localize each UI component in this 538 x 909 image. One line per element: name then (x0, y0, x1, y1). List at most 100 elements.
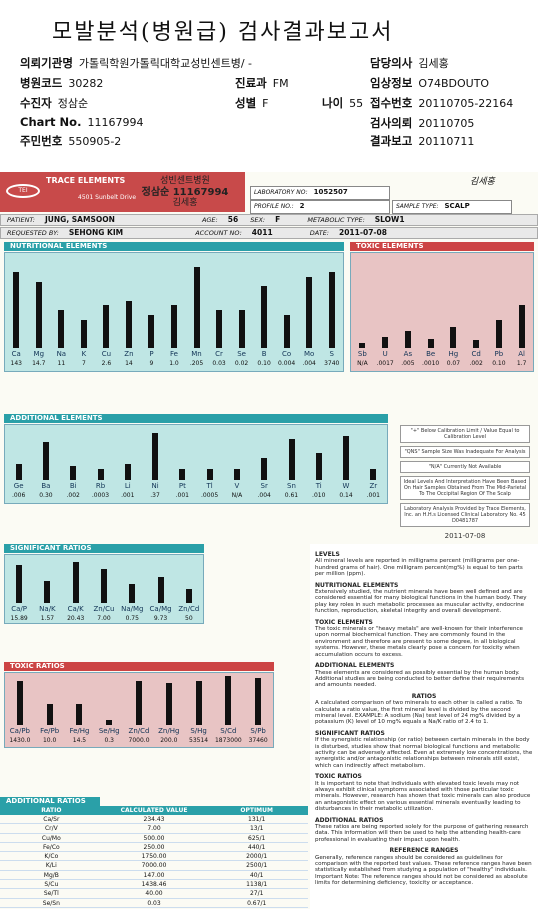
toxic-label: Be (426, 350, 436, 358)
toxic-label: Pb (494, 350, 504, 358)
additional-value: .006 (11, 492, 26, 499)
ratio-cell: Mg/B (43, 871, 59, 879)
ratio-table-head: RATIO CALCULATED VALUE OPTIMUM (0, 806, 308, 815)
sample-type-field: SAMPLE TYPE: SCALP (392, 200, 512, 214)
request-row: 검사의뢰 20110705 (370, 116, 475, 130)
nutritional-value: 11 (57, 360, 66, 367)
additional-bar-ti (315, 452, 322, 480)
additional-header: ADDITIONAL ELEMENTS (4, 414, 388, 423)
resident-row: 주민번호 550905-2 (20, 134, 122, 148)
additional-label: Rb (95, 482, 106, 490)
additional-bar-bi (70, 466, 77, 480)
profile-no-field: PROFILE NO.: 2 (250, 200, 390, 214)
ratio-cell: 0.03 (147, 899, 161, 907)
nutritional-label: Cr (215, 350, 223, 358)
additional-label: Ni (151, 482, 159, 490)
toxic-value: 0.07 (446, 360, 461, 367)
significant_ratios-value: 50 (185, 615, 193, 622)
toxic-label: Sb (357, 350, 367, 358)
nutritional-bar-na (58, 310, 65, 348)
additional-bar-sr (261, 458, 268, 480)
additional-bar-w (343, 436, 350, 480)
toxic_ratios-label: Ca/Pb (9, 727, 30, 735)
ratio-cell: Cu/Mo (41, 834, 61, 842)
nutritional-bar-cr (216, 310, 223, 348)
toxic_ratios-label: Se/Hg (98, 727, 120, 735)
significant_ratios-bar-zn-cu (101, 569, 107, 603)
nutritional-label: Mn (191, 350, 202, 358)
significant_ratios-label: Ca/K (67, 605, 84, 613)
toxic_ratios-value: 0.3 (104, 737, 114, 744)
nutritional-value: 1.0 (169, 360, 179, 367)
toxic-value: .0017 (376, 360, 394, 367)
additional-label: V (234, 482, 240, 490)
signature: 김세홍 (470, 177, 495, 187)
ratio-cell: Se/Sn (42, 899, 60, 907)
report-title: 모발분석(병원급) 검사결과보고서 (52, 20, 394, 45)
toxic-label: Cd (471, 350, 481, 358)
ratio-row: S/Cu 1438.46 1138/1 (0, 880, 308, 890)
ratio-cell: 131/1 (248, 816, 266, 823)
toxic-value: N/A (357, 360, 368, 367)
nutritional-value: 14.7 (32, 360, 46, 367)
nutritional-value: 0.004 (278, 360, 296, 367)
nutritional-bar-ca (13, 272, 20, 348)
ratio-cell: 0.67/1 (247, 899, 267, 907)
additional-label: Ge (13, 482, 24, 490)
significant_ratios-label: Zn/Cd (178, 605, 200, 613)
doctor-row: 담당의사 김세홍 (370, 56, 449, 70)
nutritional-bar-p (148, 314, 155, 348)
dept-row: 진료과 FM (235, 76, 289, 90)
additional-label: Tl (206, 482, 213, 490)
additional-label: Pt (178, 482, 186, 490)
clinical-row: 임상정보 O74BDOUTO (370, 76, 490, 90)
legend-box: "+" Below Calibration Limit / Value Equa… (392, 422, 538, 540)
nutritional-bar-mo (306, 276, 313, 348)
nutritional-label: Na (56, 350, 67, 358)
nutritional-bar-mn (193, 267, 200, 348)
ratio-row: Cr/V 7.00 13/1 (0, 824, 308, 834)
ratio-cell: Cr/V (44, 825, 58, 833)
ratio-cell: 2000/1 (246, 853, 268, 861)
additional-bar-zr (370, 469, 377, 480)
ratio-cell: 7.00 (147, 825, 161, 833)
nutritional-value: 0.02 (234, 360, 249, 367)
significant_ratios-bar-ca-p (16, 564, 23, 603)
toxic-bar-u (382, 336, 389, 348)
ratio-cell: 1750.00 (141, 853, 167, 861)
request-info-row: REQUESTED BY: SEHONG KIM ACCOUNT NO: 4011 … (0, 227, 538, 239)
toxic-chart: Sb U As Be Hg Cd Pb Al N/A .0017 .005 .0010 0.07 .002… (350, 252, 534, 372)
ratio-cell: 13/1 (249, 825, 264, 833)
toxic_ratios-value: 7000.0 (128, 737, 150, 744)
additional-label: Sr (260, 482, 268, 490)
toxic_ratios-bar-zn-hg (165, 683, 172, 725)
toxic-value: 0.10 (492, 360, 506, 367)
toxic-bar-hg (450, 327, 457, 348)
toxic_ratios-value: 53514 (189, 737, 209, 744)
additional-value: 0.30 (39, 492, 53, 499)
additional-bar-tl (206, 469, 213, 480)
toxic-bar-be (427, 338, 434, 348)
toxic-value: .0010 (422, 360, 440, 367)
ratio-cell: 40/1 (249, 871, 264, 879)
significant_ratios-value: 20.43 (67, 615, 85, 622)
toxic_ratios-bar-zn-cd (136, 680, 142, 725)
nutritional-bar-fe (171, 305, 177, 348)
nutritional-chart: Ca Mg Na K Cu Zn P Fe Mn Cr Se B Co Mo S 143 14.7 11 7 2.6 1… (4, 252, 344, 372)
toxic_ratios-bar-ca-pb (16, 680, 23, 725)
toxic-ratios-chart: Ca/Pb Fe/Pb Fe/Hg Se/Hg Zn/Cd Zn/Hg S/Hg S/Cd S/… (4, 672, 274, 748)
nutritional-label: Co (282, 350, 292, 358)
additional-label: Li (124, 482, 131, 490)
toxic_ratios-value: 1873000 (214, 737, 242, 744)
additional-value: .004 (257, 492, 271, 499)
ratio-cell: 7000.00 (141, 862, 167, 870)
toxic-header: TOXIC ELEMENTS (350, 242, 534, 251)
significant_ratios-bar-zn-cd (185, 588, 192, 603)
nutritional-value: 9 (149, 360, 154, 367)
significant_ratios-value: 15.89 (10, 615, 28, 622)
significant_ratios-label: Na/K (39, 605, 56, 613)
additional-label: Ti (315, 482, 322, 490)
additional-bar-ba (42, 441, 49, 480)
explanation-column: LEVELS All mineral levels are reported in… (310, 544, 538, 909)
additional-label: W (342, 482, 350, 490)
